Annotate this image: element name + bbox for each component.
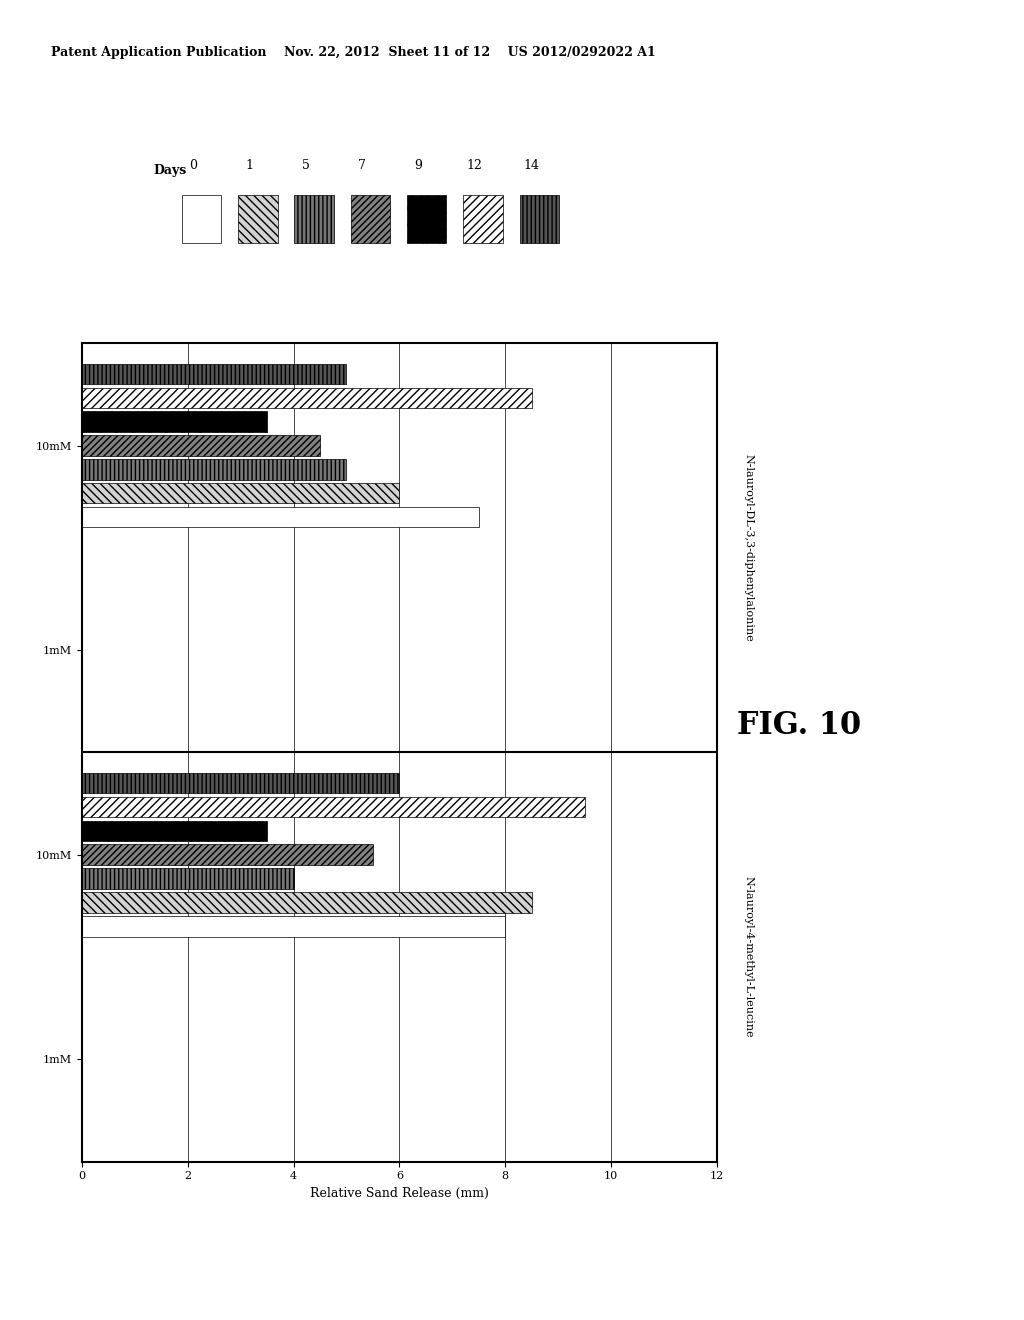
Text: 9: 9 [415, 158, 422, 172]
X-axis label: Relative Sand Release (mm): Relative Sand Release (mm) [310, 1187, 488, 1200]
Text: Days: Days [154, 164, 186, 177]
FancyBboxPatch shape [520, 195, 559, 243]
Text: N-lauroyl-4-methyl-L-leucine: N-lauroyl-4-methyl-L-leucine [743, 876, 754, 1038]
Text: N-lauroyl-DL-3,3-diphenylalonine: N-lauroyl-DL-3,3-diphenylalonine [743, 454, 754, 642]
Text: 12: 12 [467, 158, 482, 172]
FancyBboxPatch shape [182, 195, 221, 243]
Bar [82, 459, 346, 479]
Text: Patent Application Publication    Nov. 22, 2012  Sheet 11 of 12    US 2012/02920: Patent Application Publication Nov. 22, … [51, 46, 656, 59]
Bar [82, 483, 399, 503]
Bar [82, 507, 479, 528]
Text: 1: 1 [246, 158, 253, 172]
Bar [82, 869, 294, 888]
FancyBboxPatch shape [295, 195, 334, 243]
Bar [82, 388, 531, 408]
Text: FIG. 10: FIG. 10 [737, 710, 861, 742]
Text: 5: 5 [302, 158, 309, 172]
Bar [82, 772, 399, 793]
Bar [82, 821, 267, 841]
FancyBboxPatch shape [463, 195, 503, 243]
FancyBboxPatch shape [350, 195, 390, 243]
FancyBboxPatch shape [408, 195, 446, 243]
Bar [82, 916, 505, 937]
Bar [82, 892, 531, 912]
Text: 14: 14 [523, 158, 539, 172]
Text: 7: 7 [358, 158, 366, 172]
Bar [82, 436, 319, 455]
Text: 0: 0 [189, 158, 197, 172]
Bar [82, 845, 373, 865]
Bar [82, 797, 585, 817]
Bar [82, 412, 267, 432]
FancyBboxPatch shape [238, 195, 278, 243]
Bar [82, 364, 346, 384]
